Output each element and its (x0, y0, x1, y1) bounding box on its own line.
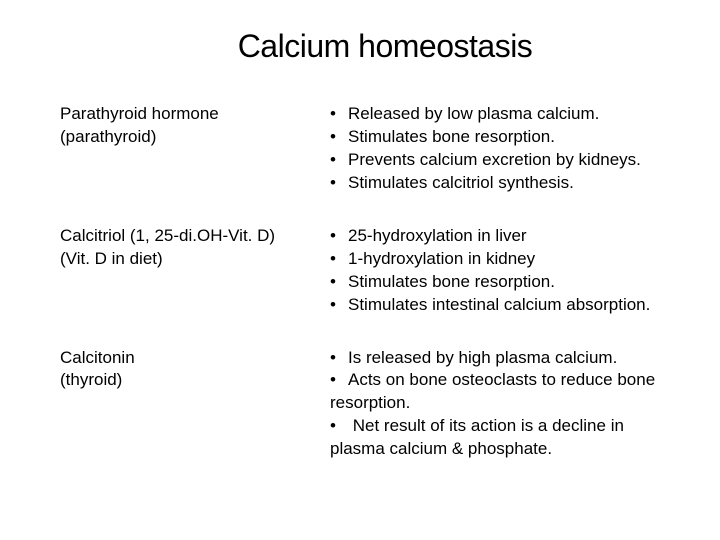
left-line1: Parathyroid hormone (60, 104, 219, 123)
row-calcitriol: Calcitriol (1, 25-di.OH-Vit. D) (Vit. D … (60, 225, 670, 317)
bullet-icon: • (330, 369, 348, 392)
wrap-text: resorption. (330, 392, 670, 415)
bullet-icon: • (330, 248, 348, 271)
bullet-text: Stimulates calcitriol synthesis. (348, 172, 670, 195)
left-line2: (Vit. D in diet) (60, 249, 163, 268)
bullet-icon: • (330, 347, 348, 370)
bullet-text: 25-hydroxylation in liver (348, 225, 670, 248)
bullet-icon: • (330, 172, 348, 195)
left-label: Calcitriol (1, 25-di.OH-Vit. D) (Vit. D … (60, 225, 330, 317)
right-bullets: •25-hydroxylation in liver •1-hydroxylat… (330, 225, 670, 317)
row-parathyroid: Parathyroid hormone (parathyroid) •Relea… (60, 103, 670, 195)
slide-title: Calcium homeostasis (100, 28, 670, 65)
left-line1: Calcitriol (1, 25-di.OH-Vit. D) (60, 226, 275, 245)
bullet-text: Stimulates bone resorption. (348, 126, 670, 149)
left-line2: (parathyroid) (60, 127, 156, 146)
bullet-icon: • (330, 225, 348, 248)
left-label: Calcitonin (thyroid) (60, 347, 330, 462)
left-line1: Calcitonin (60, 348, 135, 367)
row-calcitonin: Calcitonin (thyroid) •Is released by hig… (60, 347, 670, 462)
bullet-text: Stimulates intestinal calcium absorption… (348, 294, 670, 317)
bullet-icon: • (330, 271, 348, 294)
wrap-text: plasma calcium & phosphate. (330, 438, 670, 461)
right-bullets: •Is released by high plasma calcium. •Ac… (330, 347, 670, 462)
bullet-text: Stimulates bone resorption. (348, 271, 670, 294)
bullet-text: Acts on bone osteoclasts to reduce bone (348, 369, 670, 392)
bullet-icon: • (330, 415, 348, 438)
bullet-text: Prevents calcium excretion by kidneys. (348, 149, 670, 172)
bullet-icon: • (330, 103, 348, 126)
bullet-text: 1-hydroxylation in kidney (348, 248, 670, 271)
right-bullets: •Released by low plasma calcium. •Stimul… (330, 103, 670, 195)
bullet-text: Released by low plasma calcium. (348, 103, 670, 126)
bullet-icon: • (330, 126, 348, 149)
bullet-text: Is released by high plasma calcium. (348, 347, 670, 370)
left-line2: (thyroid) (60, 370, 122, 389)
bullet-icon: • (330, 149, 348, 172)
bullet-text: Net result of its action is a decline in (348, 415, 670, 438)
bullet-icon: • (330, 294, 348, 317)
left-label: Parathyroid hormone (parathyroid) (60, 103, 330, 195)
